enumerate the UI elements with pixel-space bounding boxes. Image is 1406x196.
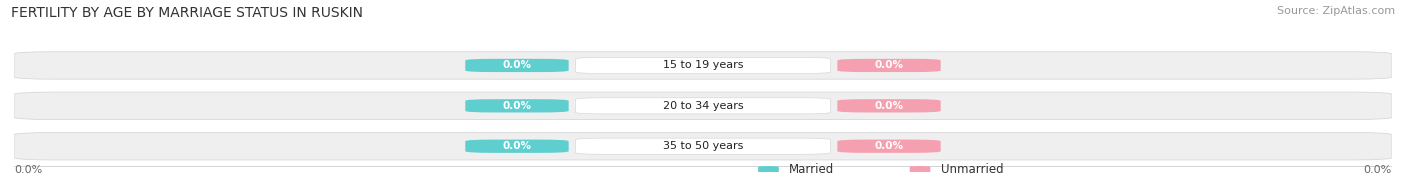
FancyBboxPatch shape bbox=[575, 138, 831, 154]
Text: FERTILITY BY AGE BY MARRIAGE STATUS IN RUSKIN: FERTILITY BY AGE BY MARRIAGE STATUS IN R… bbox=[11, 6, 363, 20]
Text: 35 to 50 years: 35 to 50 years bbox=[662, 141, 744, 151]
Text: 15 to 19 years: 15 to 19 years bbox=[662, 60, 744, 70]
FancyBboxPatch shape bbox=[910, 166, 931, 173]
FancyBboxPatch shape bbox=[758, 166, 779, 173]
Text: 20 to 34 years: 20 to 34 years bbox=[662, 101, 744, 111]
Text: 0.0%: 0.0% bbox=[14, 165, 42, 175]
FancyBboxPatch shape bbox=[465, 59, 568, 72]
FancyBboxPatch shape bbox=[14, 132, 1392, 160]
Text: 0.0%: 0.0% bbox=[875, 101, 904, 111]
FancyBboxPatch shape bbox=[465, 99, 568, 113]
FancyBboxPatch shape bbox=[838, 59, 941, 72]
FancyBboxPatch shape bbox=[838, 140, 941, 153]
Text: 0.0%: 0.0% bbox=[502, 141, 531, 151]
Text: 0.0%: 0.0% bbox=[1364, 165, 1392, 175]
Text: 0.0%: 0.0% bbox=[875, 141, 904, 151]
Text: Unmarried: Unmarried bbox=[941, 163, 1004, 176]
FancyBboxPatch shape bbox=[14, 52, 1392, 79]
FancyBboxPatch shape bbox=[575, 98, 831, 114]
Text: 0.0%: 0.0% bbox=[502, 101, 531, 111]
FancyBboxPatch shape bbox=[14, 92, 1392, 120]
Text: 0.0%: 0.0% bbox=[502, 60, 531, 70]
FancyBboxPatch shape bbox=[575, 57, 831, 74]
Text: 0.0%: 0.0% bbox=[875, 60, 904, 70]
Text: Married: Married bbox=[789, 163, 834, 176]
FancyBboxPatch shape bbox=[838, 99, 941, 113]
FancyBboxPatch shape bbox=[465, 140, 568, 153]
Text: Source: ZipAtlas.com: Source: ZipAtlas.com bbox=[1277, 6, 1395, 16]
